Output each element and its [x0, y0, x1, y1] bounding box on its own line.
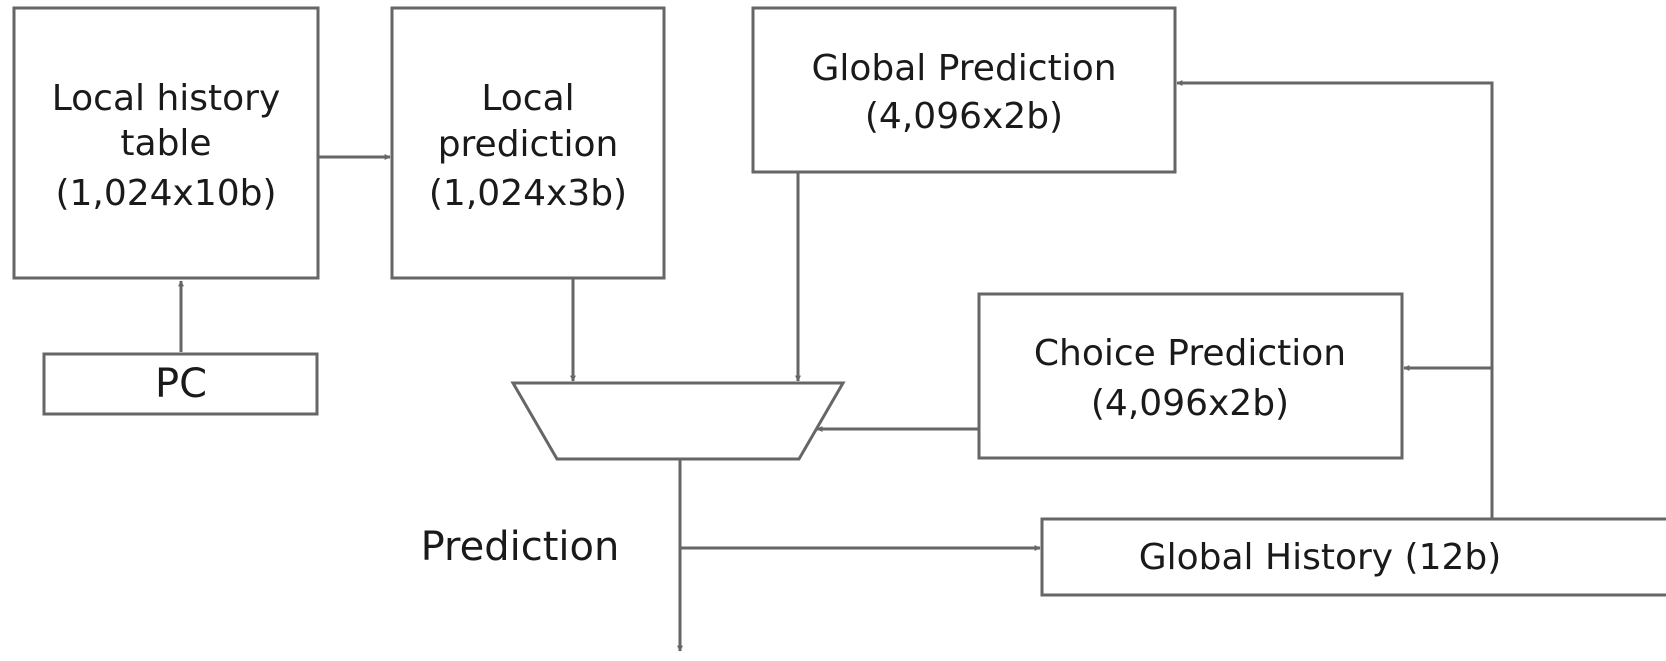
global-history-block: Global History (12b) [1040, 517, 1666, 597]
global-prediction-line-1: Global Prediction [811, 48, 1116, 89]
pc-label: PC [155, 361, 207, 407]
global-prediction-line-2: (4,096x2b) [865, 96, 1063, 137]
pc-block: PC [42, 352, 319, 416]
local-history-table-line-2: table [120, 123, 211, 164]
global-history-feedback-line [1176, 80, 1494, 519]
choice-prediction-line-2: (4,096x2b) [1091, 383, 1289, 424]
local-history-table-line-1: Local history [52, 78, 281, 119]
local-history-table-block: Local history table (1,024x10b) [12, 6, 320, 280]
local-prediction-line-2: prediction [438, 124, 619, 165]
choice-prediction-line-1: Choice Prediction [1034, 333, 1346, 374]
local-history-table-line-3: (1,024x10b) [55, 173, 276, 214]
choice-prediction-block: Choice Prediction (4,096x2b) [977, 292, 1404, 460]
local-prediction-line-3: (1,024x3b) [429, 173, 627, 214]
global-prediction-block: Global Prediction (4,096x2b) [751, 6, 1177, 174]
prediction-output-label: Prediction [421, 524, 620, 570]
global-history-label: Global History (12b) [1139, 537, 1502, 578]
local-prediction-line-1: Local [481, 78, 574, 119]
selector-mux [510, 381, 846, 461]
local-prediction-block: Local prediction (1,024x3b) [390, 6, 666, 280]
